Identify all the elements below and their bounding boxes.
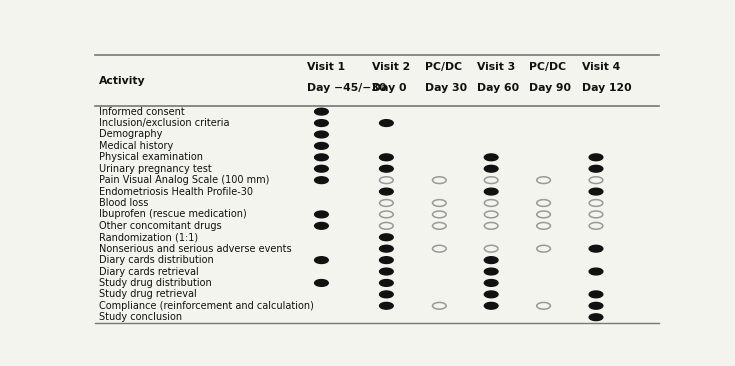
Text: Visit 4: Visit 4 (582, 62, 620, 72)
Circle shape (379, 245, 393, 252)
Circle shape (484, 154, 498, 161)
Circle shape (589, 302, 603, 309)
Circle shape (484, 280, 498, 286)
Circle shape (315, 120, 329, 126)
Text: Endometriosis Health Profile-30: Endometriosis Health Profile-30 (98, 187, 253, 197)
Circle shape (589, 188, 603, 195)
Text: Study drug retrieval: Study drug retrieval (98, 290, 196, 299)
Circle shape (315, 108, 329, 115)
Text: Inclusion/exclusion criteria: Inclusion/exclusion criteria (98, 118, 229, 128)
Text: Study drug distribution: Study drug distribution (98, 278, 212, 288)
Text: Day 0: Day 0 (372, 83, 406, 93)
Circle shape (379, 120, 393, 126)
Text: Day 120: Day 120 (582, 83, 631, 93)
Circle shape (484, 257, 498, 264)
Circle shape (484, 291, 498, 298)
Text: Day 60: Day 60 (477, 83, 519, 93)
Circle shape (484, 302, 498, 309)
Text: Day 90: Day 90 (529, 83, 571, 93)
Text: Visit 2: Visit 2 (372, 62, 410, 72)
Text: PC/DC: PC/DC (529, 62, 567, 72)
Text: Activity: Activity (98, 75, 146, 86)
Circle shape (379, 268, 393, 275)
Text: Blood loss: Blood loss (98, 198, 148, 208)
Circle shape (315, 154, 329, 161)
Text: Physical examination: Physical examination (98, 152, 203, 162)
Circle shape (315, 177, 329, 183)
Circle shape (379, 154, 393, 161)
Circle shape (379, 302, 393, 309)
Text: Medical history: Medical history (98, 141, 173, 151)
Text: Day −45/−30: Day −45/−30 (307, 83, 387, 93)
Circle shape (379, 291, 393, 298)
Text: Urinary pregnancy test: Urinary pregnancy test (98, 164, 212, 174)
Circle shape (315, 280, 329, 286)
Circle shape (315, 211, 329, 218)
Text: Pain Visual Analog Scale (100 mm): Pain Visual Analog Scale (100 mm) (98, 175, 269, 185)
Text: Randomization (1:1): Randomization (1:1) (98, 232, 198, 242)
Text: Nonserious and serious adverse events: Nonserious and serious adverse events (98, 244, 291, 254)
Text: PC/DC: PC/DC (425, 62, 462, 72)
Circle shape (315, 165, 329, 172)
Text: Study conclusion: Study conclusion (98, 312, 182, 322)
Text: Demography: Demography (98, 130, 162, 139)
Circle shape (379, 280, 393, 286)
Circle shape (589, 314, 603, 321)
Circle shape (589, 268, 603, 275)
Circle shape (589, 245, 603, 252)
Circle shape (315, 142, 329, 149)
Circle shape (589, 154, 603, 161)
Text: Ibuprofen (rescue medication): Ibuprofen (rescue medication) (98, 209, 246, 220)
Circle shape (484, 268, 498, 275)
Circle shape (379, 257, 393, 264)
Circle shape (379, 165, 393, 172)
Text: Compliance (reinforcement and calculation): Compliance (reinforcement and calculatio… (98, 301, 314, 311)
Circle shape (379, 234, 393, 241)
Circle shape (315, 131, 329, 138)
Text: Diary cards retrieval: Diary cards retrieval (98, 266, 198, 277)
Circle shape (315, 223, 329, 229)
Text: Diary cards distribution: Diary cards distribution (98, 255, 213, 265)
Text: Day 30: Day 30 (425, 83, 467, 93)
Circle shape (315, 257, 329, 264)
Text: Other concomitant drugs: Other concomitant drugs (98, 221, 221, 231)
Circle shape (589, 291, 603, 298)
Circle shape (589, 165, 603, 172)
Text: Informed consent: Informed consent (98, 107, 184, 117)
Text: Visit 3: Visit 3 (477, 62, 515, 72)
Text: Visit 1: Visit 1 (307, 62, 345, 72)
Circle shape (484, 188, 498, 195)
Circle shape (379, 188, 393, 195)
Circle shape (484, 165, 498, 172)
